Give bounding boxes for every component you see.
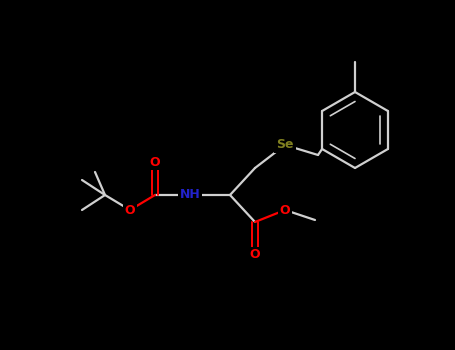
Text: NH: NH [180,189,200,202]
Text: Se: Se [276,139,294,152]
Text: O: O [250,248,260,261]
Text: O: O [280,203,290,217]
Text: O: O [125,203,135,217]
Text: O: O [150,155,160,168]
